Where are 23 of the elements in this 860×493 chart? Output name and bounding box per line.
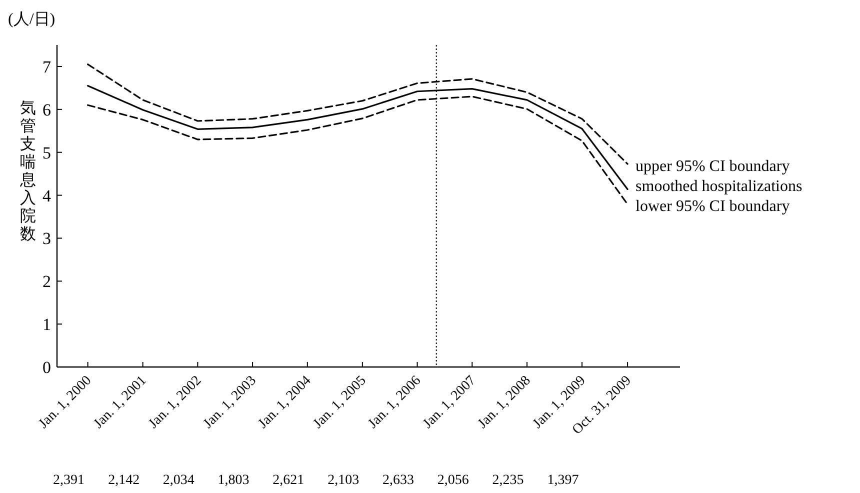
text: (人/日) <box>8 11 56 28</box>
y-tick-label: 0 <box>42 358 51 377</box>
text: 1,397 <box>547 473 579 488</box>
text: 1,803 <box>218 473 250 488</box>
text: 2,235 <box>492 473 524 488</box>
y-tick-label: 4 <box>42 186 52 206</box>
series-label: smoothed hospitalizations <box>636 178 802 195</box>
text: 2,142 <box>108 473 140 488</box>
y-tick-label: 7 <box>42 57 52 76</box>
text: 2,633 <box>382 473 414 488</box>
y-tick-label: 1 <box>42 315 51 334</box>
y-tick-label: 3 <box>42 229 51 248</box>
text: 2,056 <box>437 473 469 488</box>
y-axis-title: 気管支喘息入院数 <box>19 100 36 243</box>
text: 2,621 <box>272 473 304 488</box>
y-tick-label: 2 <box>42 272 51 292</box>
text: 2,391 <box>53 473 85 488</box>
text: 2,103 <box>328 473 360 488</box>
series-label: lower 95% CI boundary <box>636 198 790 215</box>
y-tick-label: 5 <box>42 143 51 162</box>
text: 2,034 <box>162 473 194 488</box>
series-label: upper 95% CI boundary <box>636 158 790 175</box>
y-tick-label: 6 <box>42 100 51 120</box>
